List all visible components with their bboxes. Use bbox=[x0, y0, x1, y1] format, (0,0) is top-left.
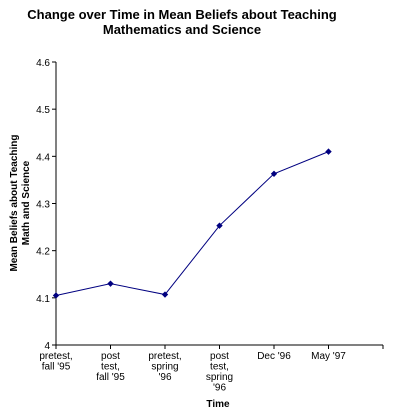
chart-title-line: Change over Time in Mean Beliefs about T… bbox=[27, 7, 336, 22]
x-tick-label: test, bbox=[210, 362, 229, 373]
series-line bbox=[55, 151, 329, 296]
x-tick-label: May '97 bbox=[311, 351, 346, 362]
data-point bbox=[52, 292, 60, 299]
y-tick-label: 4.3 bbox=[36, 200, 50, 211]
y-axis-label-line: Mean Beliefs about Teaching bbox=[9, 134, 20, 271]
chart-title: Change over Time in Mean Beliefs about T… bbox=[27, 7, 336, 37]
x-tick-label: spring bbox=[151, 362, 178, 373]
y-tick-label: 4.5 bbox=[36, 105, 50, 116]
data-point bbox=[107, 280, 114, 287]
x-tick-label: pretest, bbox=[148, 351, 181, 362]
y-axis-ticks: 4 4.1 4.2 4.3 4.4 4.5 4.6 bbox=[36, 58, 56, 352]
y-tick-label: 4.2 bbox=[36, 247, 50, 258]
y-tick-label: 4.6 bbox=[36, 58, 50, 69]
x-tick-label: '96 bbox=[158, 372, 171, 383]
data-point bbox=[270, 170, 278, 177]
x-tick-label: post bbox=[101, 351, 120, 362]
x-axis-label: Time bbox=[206, 399, 230, 410]
x-tick-label: post bbox=[210, 351, 229, 362]
chart-title-line: Mathematics and Science bbox=[103, 22, 261, 37]
x-tick-label: pretest, bbox=[39, 351, 72, 362]
x-tick-label: spring bbox=[206, 372, 233, 383]
data-point bbox=[325, 148, 332, 155]
y-tick-label: 4.1 bbox=[36, 294, 50, 305]
x-tick-label: fall '95 bbox=[42, 362, 71, 373]
x-tick-label: test, bbox=[101, 362, 120, 373]
y-axis-label-line: Math and Science bbox=[21, 160, 32, 245]
series-layer bbox=[52, 148, 332, 299]
x-tick-label: fall '95 bbox=[96, 372, 125, 383]
data-point bbox=[216, 222, 223, 229]
y-axis-label: Mean Beliefs about Teaching Math and Scie… bbox=[9, 134, 32, 271]
y-tick-label: 4.4 bbox=[36, 152, 50, 163]
axes bbox=[55, 62, 383, 346]
x-tick-label: '96 bbox=[213, 383, 226, 394]
data-point bbox=[161, 291, 169, 298]
y-tick-label: 4 bbox=[44, 341, 50, 352]
x-tick-label: Dec '96 bbox=[257, 351, 291, 362]
